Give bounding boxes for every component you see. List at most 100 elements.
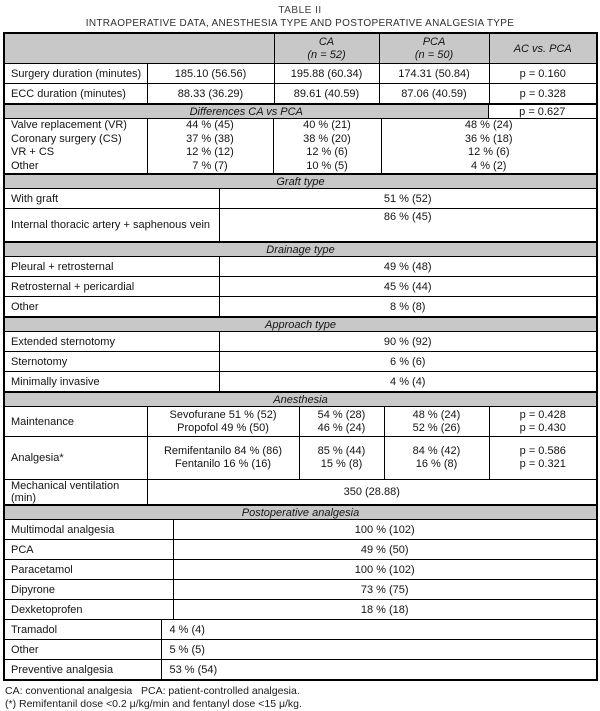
postop-centered-block: Multimodal analgesia 100 % (102) PCA 49 … bbox=[5, 520, 596, 620]
p-values: p = 0.586 p = 0.321 bbox=[489, 436, 596, 480]
cell-value: 45 % (44) bbox=[219, 276, 596, 297]
table-row: Dipyrone 73 % (75) bbox=[5, 579, 596, 600]
table-title: TABLE II INTRAOPERATIVE DATA, ANESTHESIA… bbox=[0, 0, 600, 29]
row-label: Minimally invasive bbox=[5, 371, 220, 392]
cell-value: 73 % (75) bbox=[173, 579, 596, 600]
pca-values: 48 % (24) 52 % (26) bbox=[384, 407, 490, 437]
section-band-label: Anesthesia bbox=[5, 392, 596, 407]
table-row: Other 5 % (5) bbox=[5, 639, 596, 660]
table-number: TABLE II bbox=[278, 5, 322, 16]
section-band-row: Graft type bbox=[5, 174, 596, 189]
table-row: Pleural + retrosternal 49 % (48) bbox=[5, 257, 596, 277]
table-row: With graft 51 % (52) bbox=[5, 189, 596, 209]
ca-values: 54 % (28) 46 % (24) bbox=[299, 407, 385, 437]
surgery-type-block: Valve replacement (VR) Coronary surgery … bbox=[5, 119, 596, 174]
total-value: 88.33 (36.29) bbox=[147, 83, 275, 104]
table-row: Internal thoracic artery + saphenous vei… bbox=[5, 208, 596, 242]
section-band-row: Approach type bbox=[5, 317, 596, 332]
cell-value: 49 % (48) bbox=[219, 257, 596, 277]
section-band-label: Approach type bbox=[5, 317, 596, 332]
section-band-label: Postoperative analgesia bbox=[5, 505, 596, 520]
row-label: Mechanical ventilation (min) bbox=[5, 480, 148, 505]
cell-value: 350 (28.88) bbox=[147, 480, 596, 505]
agent-values: Remifentanilo 84 % (86) Fentanilo 16 % (… bbox=[147, 436, 300, 480]
row-label: Paracetamol bbox=[5, 559, 174, 580]
table-row: Maintenance Sevofurane 51 % (52) Propofo… bbox=[5, 407, 596, 437]
header-pca: PCA (n = 50) bbox=[379, 34, 490, 64]
agent-values: Sevofurane 51 % (52) Propofol 49 % (50) bbox=[147, 407, 300, 437]
table-row: Paracetamol 100 % (102) bbox=[5, 559, 596, 580]
cell-value: 86 % (45) bbox=[219, 208, 596, 242]
p-values: p = 0.428 p = 0.430 bbox=[489, 407, 596, 437]
approach-block: Extended sternotomy 90 % (92) Sternotomy… bbox=[5, 332, 596, 392]
cell-value: 8 % (8) bbox=[219, 296, 596, 317]
cell-value: 51 % (52) bbox=[219, 189, 596, 209]
footnote-asterisk: (*) Remifentanil dose <0.2 μ/kg/min and … bbox=[5, 698, 302, 710]
table-row: PCA 49 % (50) bbox=[5, 539, 596, 560]
column-header-row: CA (n = 52) PCA (n = 50) AC vs. PCA bbox=[5, 34, 596, 64]
row-label: ECC duration (minutes) bbox=[5, 83, 148, 104]
table-row: Analgesia* Remifentanilo 84 % (86) Fenta… bbox=[5, 436, 596, 480]
cell-value: 5 % (5) bbox=[161, 639, 596, 660]
cell-value: 6 % (6) bbox=[219, 351, 596, 372]
section-band-label: Differences CA vs PCA bbox=[5, 104, 489, 119]
ca-values: 40 % (21) 38 % (20) 12 % (6) 10 % (5) bbox=[273, 119, 382, 174]
drainage-band: Drainage type bbox=[5, 242, 596, 257]
table-row: Tramadol 4 % (4) bbox=[5, 620, 596, 640]
row-label: Multimodal analgesia bbox=[5, 520, 174, 540]
section-band-row: Anesthesia bbox=[5, 392, 596, 407]
row-label: Analgesia* bbox=[5, 436, 148, 480]
header-ca: CA (n = 52) bbox=[274, 34, 380, 64]
table-ii: CA (n = 52) PCA (n = 50) AC vs. PCA Surg… bbox=[3, 32, 598, 681]
anesthesia-band: Anesthesia bbox=[5, 392, 596, 407]
section-band-row: Differences CA vs PCA p = 0.627 bbox=[5, 104, 596, 119]
cell-value: 100 % (102) bbox=[173, 520, 596, 540]
mechanical-ventilation-block: Mechanical ventilation (min) 350 (28.88) bbox=[5, 480, 596, 505]
row-label: Dexketoprofen bbox=[5, 599, 174, 620]
row-label: With graft bbox=[5, 189, 220, 209]
row-label: Other bbox=[5, 639, 162, 660]
p-value: p = 0.328 bbox=[489, 83, 596, 104]
section-band-label: Drainage type bbox=[5, 242, 596, 257]
footnote-abbreviations: CA: conventional analgesia PCA: patient-… bbox=[5, 685, 300, 697]
table-row: ECC duration (minutes) 88.33 (36.29) 89.… bbox=[5, 83, 596, 104]
pca-value: 174.31 (50.84) bbox=[379, 63, 490, 84]
row-label: Extended sternotomy bbox=[5, 332, 220, 352]
row-label: Retrosternal + pericardial bbox=[5, 276, 220, 297]
approach-band: Approach type bbox=[5, 317, 596, 332]
ca-value: 195.88 (60.34) bbox=[274, 63, 380, 84]
table-row: Other 8 % (8) bbox=[5, 296, 596, 317]
pca-values: 84 % (42) 16 % (8) bbox=[384, 436, 490, 480]
anesthesia-block: Maintenance Sevofurane 51 % (52) Propofo… bbox=[5, 407, 596, 480]
table-row: Retrosternal + pericardial 45 % (44) bbox=[5, 276, 596, 297]
table-row: Preventive analgesia 53 % (54) bbox=[5, 659, 596, 679]
cell-value: 100 % (102) bbox=[173, 559, 596, 580]
table-row: Mechanical ventilation (min) 350 (28.88) bbox=[5, 480, 596, 505]
postop-band: Postoperative analgesia bbox=[5, 505, 596, 520]
pca-values: 48 % (24) 36 % (18) 12 % (6) 4 % (2) bbox=[381, 119, 596, 174]
row-label: Dipyrone bbox=[5, 579, 174, 600]
postop-left-block: Tramadol 4 % (4) Other 5 % (5) Preventiv… bbox=[5, 620, 596, 679]
total-value: 185.10 (56.56) bbox=[147, 63, 275, 84]
graft-block: With graft 51 % (52) Internal thoracic a… bbox=[5, 189, 596, 242]
cell-value: 4 % (4) bbox=[219, 371, 596, 392]
row-label: Other bbox=[5, 296, 220, 317]
table-caption: INTRAOPERATIVE DATA, ANESTHESIA TYPE AND… bbox=[85, 18, 515, 29]
table-row: Extended sternotomy 90 % (92) bbox=[5, 332, 596, 352]
header-comparison: AC vs. PCA bbox=[489, 34, 596, 64]
p-value: p = 0.627 bbox=[488, 104, 596, 119]
row-label: PCA bbox=[5, 539, 174, 560]
footnotes: CA: conventional analgesia PCA: patient-… bbox=[5, 685, 600, 711]
row-label: Pleural + retrosternal bbox=[5, 257, 220, 277]
section-band-row: Postoperative analgesia bbox=[5, 505, 596, 520]
table-row: Dexketoprofen 18 % (18) bbox=[5, 599, 596, 620]
table-row: Valve replacement (VR) Coronary surgery … bbox=[5, 119, 596, 174]
cell-value: 53 % (54) bbox=[169, 663, 218, 676]
row-label: Maintenance bbox=[5, 407, 148, 437]
table-row: Multimodal analgesia 100 % (102) bbox=[5, 520, 596, 540]
p-value: p = 0.160 bbox=[489, 63, 596, 84]
header-and-durations: CA (n = 52) PCA (n = 50) AC vs. PCA Surg… bbox=[5, 34, 596, 104]
drainage-block: Pleural + retrosternal 49 % (48) Retrost… bbox=[5, 257, 596, 317]
row-labels: Valve replacement (VR) Coronary surgery … bbox=[5, 119, 148, 174]
cell-value: 49 % (50) bbox=[173, 539, 596, 560]
